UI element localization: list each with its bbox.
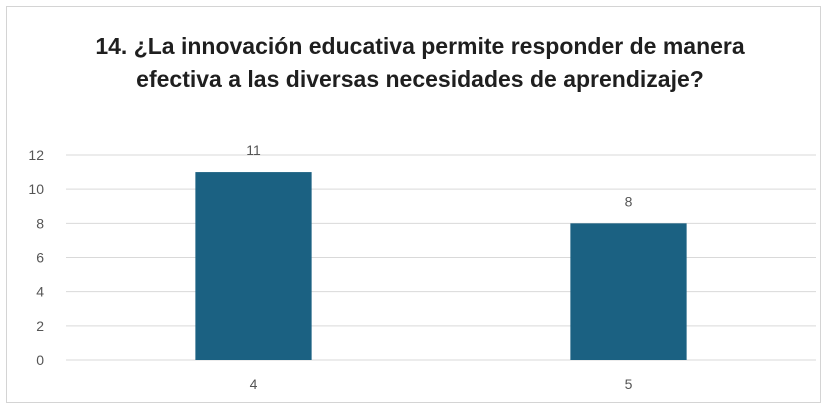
- y-tick-label: 0: [36, 352, 44, 368]
- x-tick-label: 4: [250, 376, 258, 392]
- y-tick-label: 8: [36, 215, 44, 231]
- bar: [570, 223, 687, 360]
- y-tick-label: 2: [36, 318, 44, 334]
- y-tick-label: 12: [28, 147, 44, 163]
- y-tick-label: 4: [36, 284, 44, 300]
- chart-title: 14. ¿La innovación educativa permite res…: [95, 33, 745, 92]
- x-tick-label: 5: [625, 376, 633, 392]
- data-label: 8: [625, 193, 633, 209]
- data-label: 11: [246, 142, 261, 158]
- y-tick-label: 10: [28, 181, 44, 197]
- y-tick-label: 6: [36, 250, 44, 266]
- bar: [195, 172, 312, 360]
